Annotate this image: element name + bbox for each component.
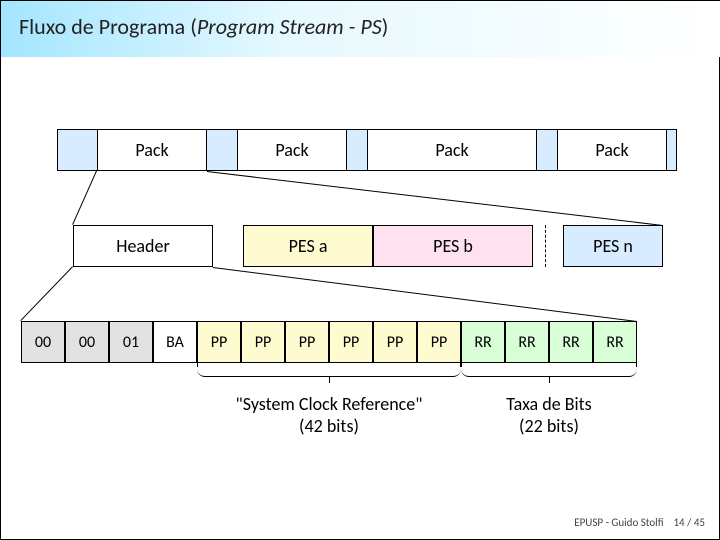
annotation-scr-line2: (42 bits) — [197, 415, 461, 437]
brace-bitrate — [461, 367, 637, 381]
byte-label: PP — [343, 333, 360, 352]
connector-line — [20, 266, 73, 321]
pes-b-cell: PES b — [373, 225, 533, 267]
byte-pp-4: PP — [329, 321, 373, 363]
pes-a-label: PES a — [289, 235, 328, 257]
byte-rr-4: RR — [593, 321, 637, 363]
title-close: ) — [382, 13, 389, 40]
annotation-bitrate-line2: (22 bits) — [461, 415, 637, 437]
title-plain: Fluxo de Programa ( — [19, 13, 197, 40]
pack-cell-4: Pack — [557, 129, 667, 171]
slide-footer: EPUSP - Guido Stolfi 14 / 45 — [574, 516, 705, 529]
byte-label: PP — [299, 333, 316, 352]
pack-label: Pack — [275, 139, 308, 161]
byte-pp-3: PP — [285, 321, 329, 363]
pes-a-cell: PES a — [243, 225, 373, 267]
pes-dashed-separator — [545, 225, 546, 267]
byte-label: PP — [255, 333, 272, 352]
pack-row: Pack Pack Pack Pack — [57, 129, 677, 171]
annotation-scr: "System Clock Reference" (42 bits) — [197, 393, 461, 437]
header-pes-row: Header PES a PES b PES n — [73, 225, 663, 267]
pack-label: Pack — [435, 139, 468, 161]
connector-line — [207, 171, 663, 226]
brace-scr — [197, 367, 461, 381]
byte-pp-5: PP — [373, 321, 417, 363]
byte-label: PP — [211, 333, 228, 352]
pack-label: Pack — [595, 139, 628, 161]
byte-label: RR — [606, 333, 623, 352]
byte-label: PP — [387, 333, 404, 352]
byte-pp-6: PP — [417, 321, 461, 363]
byte-label: RR — [474, 333, 491, 352]
byte-row: 00 00 01 BA PP PP PP PP PP PP RR RR RR R… — [21, 321, 681, 363]
pack-cell-2: Pack — [237, 129, 347, 171]
byte-pp-2: PP — [241, 321, 285, 363]
connector-line — [213, 267, 637, 322]
byte-label: PP — [431, 333, 448, 352]
title-italic: Program Stream - PS — [197, 13, 382, 40]
byte-label: RR — [518, 333, 535, 352]
slide-title-bar: Fluxo de Programa (Program Stream - PS) — [1, 1, 720, 57]
byte-rr-3: RR — [549, 321, 593, 363]
footer-author: EPUSP - Guido Stolfi — [574, 516, 663, 529]
byte-label: RR — [562, 333, 579, 352]
pack-cell-3: Pack — [367, 129, 537, 171]
byte-00-2: 00 — [65, 321, 109, 363]
annotation-bitrate-line1: Taxa de Bits — [461, 393, 637, 415]
byte-00-1: 00 — [21, 321, 65, 363]
pes-b-label: PES b — [433, 235, 473, 257]
byte-01: 01 — [109, 321, 153, 363]
annotation-bitrate: Taxa de Bits (22 bits) — [461, 393, 637, 437]
pes-n-cell: PES n — [563, 225, 663, 267]
byte-rr-1: RR — [461, 321, 505, 363]
byte-label: 01 — [123, 333, 139, 352]
header-label: Header — [116, 235, 169, 257]
header-cell: Header — [73, 225, 213, 267]
pack-label: Pack — [135, 139, 168, 161]
byte-label: BA — [166, 333, 184, 352]
pes-n-label: PES n — [593, 235, 633, 257]
byte-label: 00 — [35, 333, 51, 352]
connector-line — [72, 171, 97, 225]
pack-cell-1: Pack — [97, 129, 207, 171]
footer-page: 14 / 45 — [673, 516, 705, 529]
byte-label: 00 — [79, 333, 95, 352]
byte-ba: BA — [153, 321, 197, 363]
byte-rr-2: RR — [505, 321, 549, 363]
byte-pp-1: PP — [197, 321, 241, 363]
annotation-scr-line1: "System Clock Reference" — [197, 393, 461, 415]
